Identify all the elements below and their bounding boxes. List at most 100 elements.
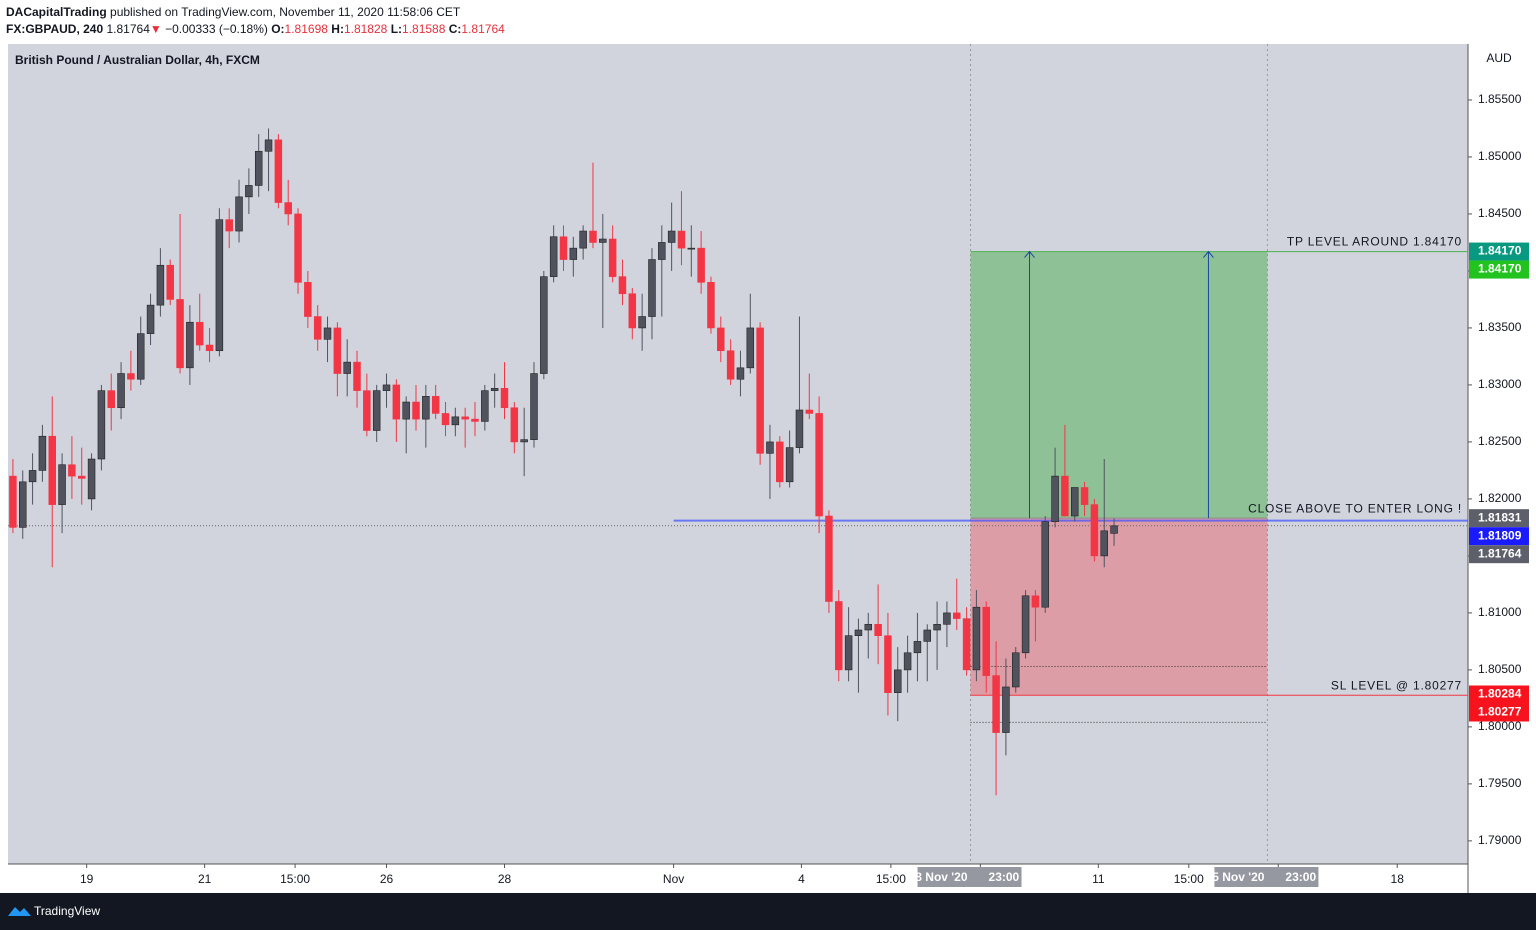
candle-body bbox=[422, 396, 430, 420]
target-arrow bbox=[1024, 250, 1035, 519]
candle-body bbox=[215, 219, 224, 352]
candle-body bbox=[28, 470, 37, 483]
candle-body bbox=[549, 236, 558, 277]
candle-body bbox=[815, 413, 823, 517]
candle-body bbox=[392, 384, 401, 420]
x-tick-label: 15:00 bbox=[876, 872, 906, 886]
y-tick-label: 1.80500 bbox=[1478, 662, 1522, 676]
candle-body bbox=[274, 139, 283, 203]
candle-body bbox=[323, 327, 332, 340]
candle-body bbox=[372, 390, 381, 431]
symbol: FX:GBPAUD, 240 bbox=[6, 22, 104, 36]
candle-body bbox=[903, 652, 912, 671]
y-tick-label: 1.82000 bbox=[1478, 491, 1522, 505]
candle-body bbox=[933, 623, 941, 631]
candle-body bbox=[490, 388, 499, 391]
x-tick-label: 15:00 bbox=[280, 872, 310, 886]
candle-body bbox=[38, 435, 47, 471]
candle-body bbox=[146, 304, 155, 334]
candle-body bbox=[805, 409, 814, 414]
candle-body bbox=[717, 327, 725, 352]
candle-body bbox=[835, 601, 843, 671]
c-label: C: bbox=[448, 22, 462, 36]
candle-body bbox=[87, 458, 96, 500]
candle-body bbox=[589, 230, 597, 243]
x-tick-label: 18 bbox=[1391, 872, 1405, 886]
last: 1.81764 bbox=[106, 22, 150, 36]
candle-body bbox=[107, 390, 115, 409]
price-tag bbox=[1469, 260, 1529, 279]
candle-body bbox=[195, 321, 204, 346]
arrow: ▼ bbox=[149, 22, 162, 36]
candle-body bbox=[1031, 595, 1040, 608]
price-tag-label: 1.81831 bbox=[1478, 510, 1522, 524]
publish-line: DACapitalTrading published on TradingVie… bbox=[6, 4, 505, 21]
candle-body bbox=[707, 282, 715, 329]
candle-body bbox=[205, 344, 214, 352]
candle-body bbox=[579, 230, 587, 249]
candle-body bbox=[68, 464, 76, 477]
candle-body bbox=[304, 282, 312, 317]
candle-body bbox=[441, 413, 450, 426]
chart-title: British Pound / Australian Dollar, 4h, F… bbox=[15, 53, 260, 67]
price-tag bbox=[1469, 509, 1529, 528]
candle-body bbox=[854, 629, 863, 636]
x-tick-label: 28 bbox=[498, 872, 512, 886]
candle-body bbox=[97, 390, 106, 460]
candle-body bbox=[284, 202, 292, 215]
published: published on TradingView.com, November 1… bbox=[110, 5, 461, 19]
candle-body bbox=[500, 388, 509, 409]
candle-body bbox=[156, 264, 165, 306]
price-tag-label: 1.80284 bbox=[1478, 687, 1522, 701]
candle-body bbox=[776, 441, 784, 483]
quote-line: FX:GBPAUD, 240 1.81764▼ −0.00333 (−0.18%… bbox=[6, 21, 505, 38]
candle-body bbox=[176, 299, 184, 369]
author: DACapitalTrading bbox=[6, 5, 107, 19]
candle-body bbox=[264, 139, 273, 152]
candle-body bbox=[294, 213, 302, 283]
price-tag bbox=[1469, 545, 1529, 564]
candle-body bbox=[884, 635, 892, 693]
candle-body bbox=[245, 185, 253, 198]
candle-body bbox=[923, 629, 932, 642]
y-tick-label: 1.83500 bbox=[1478, 320, 1522, 334]
close: 1.81764 bbox=[461, 22, 505, 36]
candle-body bbox=[648, 259, 656, 317]
candle-body bbox=[894, 669, 902, 693]
candle-body bbox=[864, 623, 873, 631]
candle-body bbox=[972, 606, 981, 671]
range-date: 15 Nov '20 bbox=[1206, 870, 1265, 884]
annotation: SL LEVEL @ 1.80277 bbox=[1331, 678, 1462, 692]
candle-body bbox=[628, 293, 637, 329]
candle-body bbox=[530, 373, 538, 440]
candle-body bbox=[510, 407, 519, 443]
h-label: H: bbox=[331, 22, 344, 36]
candle-body bbox=[608, 238, 617, 277]
candle-body bbox=[9, 475, 17, 528]
candle-body bbox=[19, 481, 27, 528]
annotation: TP LEVEL AROUND 1.84170 bbox=[1287, 235, 1462, 249]
x-tick-label: 26 bbox=[380, 872, 394, 886]
y-tick-label: 1.85000 bbox=[1478, 149, 1522, 163]
candle-body bbox=[136, 333, 145, 380]
candle-body bbox=[1070, 487, 1079, 517]
candle-body bbox=[166, 264, 174, 300]
x-tick-label: 19 bbox=[80, 872, 94, 886]
range-label-bg bbox=[1214, 867, 1319, 887]
candle-body bbox=[254, 150, 263, 186]
candle-body bbox=[412, 401, 420, 420]
candle-body bbox=[658, 242, 666, 260]
low: 1.81588 bbox=[402, 22, 446, 36]
candle-body bbox=[540, 276, 548, 374]
o-label: O: bbox=[271, 22, 285, 36]
candle-body bbox=[677, 230, 686, 249]
high: 1.81828 bbox=[343, 22, 388, 36]
price-tag-label: 1.80277 bbox=[1478, 705, 1522, 719]
candle-body bbox=[992, 675, 1000, 733]
candle-body bbox=[402, 401, 410, 420]
x-tick-label: 15:00 bbox=[1174, 872, 1204, 886]
x-tick-label: 11 bbox=[1092, 872, 1105, 886]
candle-body bbox=[874, 623, 882, 636]
footer-bar bbox=[0, 893, 1536, 930]
